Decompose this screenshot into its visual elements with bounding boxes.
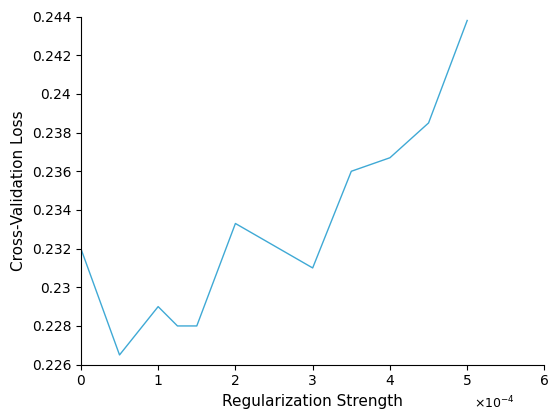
Text: $\times10^{-4}$: $\times10^{-4}$ <box>474 395 515 412</box>
Y-axis label: Cross-Validation Loss: Cross-Validation Loss <box>11 110 26 271</box>
X-axis label: Regularization Strength: Regularization Strength <box>222 394 403 409</box>
